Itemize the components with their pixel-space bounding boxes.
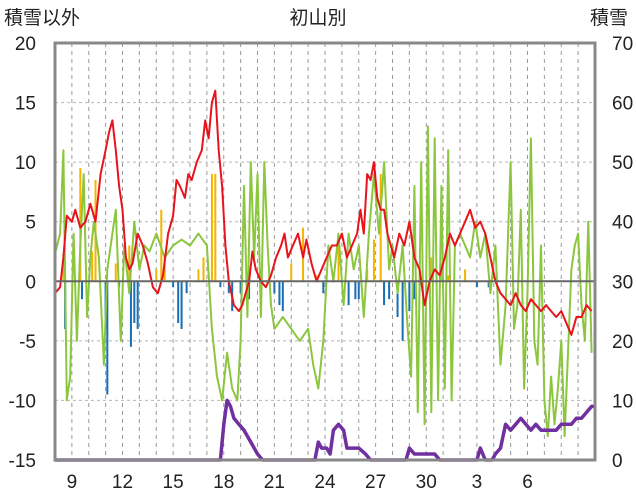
bar (177, 281, 180, 323)
bar (128, 245, 131, 282)
x-tick: 21 (264, 472, 285, 493)
bar (401, 281, 404, 341)
y-tick-left: 5 (25, 213, 36, 234)
series-line-green (54, 125, 593, 438)
x-tick: 24 (314, 472, 336, 493)
x-tick: 15 (163, 472, 184, 493)
x-tick: 30 (416, 472, 437, 493)
bar (214, 174, 217, 282)
bar (114, 263, 117, 282)
bar (219, 281, 222, 288)
bar (464, 269, 467, 282)
y-tick-left: 10 (15, 153, 36, 174)
y-tick-right: 20 (612, 332, 633, 353)
bar (172, 281, 175, 288)
y-tick-left: 15 (15, 94, 36, 115)
y-tick-left: -15 (9, 451, 36, 472)
bar (379, 174, 382, 282)
bar (354, 281, 357, 300)
grid (54, 42, 596, 461)
bar (197, 269, 200, 282)
bar (290, 263, 293, 282)
bar (248, 281, 251, 300)
y-tick-right: 60 (612, 94, 633, 115)
bar (91, 251, 94, 282)
bar (372, 239, 375, 282)
right-axis-title: 積雪 (590, 7, 628, 29)
bar (180, 281, 183, 329)
x-tick: 9 (67, 472, 78, 493)
plot-frame (53, 41, 597, 462)
chart-title: 初山別 (289, 7, 346, 29)
bar (155, 269, 158, 282)
y-tick-right: 40 (612, 213, 633, 234)
right-axis-ticks: 70 60 50 40 30 20 10 0 (612, 34, 633, 472)
bar (62, 253, 65, 282)
bar (278, 281, 281, 306)
bar (413, 281, 416, 300)
x-axis-ticks: 9 12 15 18 21 24 27 30 3 6 (67, 472, 533, 493)
y-tick-left: -10 (9, 391, 36, 412)
series-line-snow_depth (55, 398, 595, 462)
bar (227, 281, 230, 294)
bar (136, 281, 139, 329)
x-tick: 6 (522, 472, 533, 493)
bar (239, 281, 242, 294)
bar (133, 281, 136, 323)
bar (475, 281, 478, 288)
x-tick: 18 (213, 472, 234, 493)
x-tick: 3 (472, 472, 483, 493)
x-tick: 27 (365, 472, 386, 493)
left-axis-ticks: 20 15 10 5 0 -5 -10 -15 (9, 34, 36, 472)
y-tick-right: 30 (612, 272, 633, 293)
bar (430, 257, 433, 282)
bar (106, 281, 109, 395)
bar (185, 281, 188, 294)
left-axis-title: 積雪以外 (4, 7, 80, 29)
bar (273, 281, 276, 294)
y-tick-right: 10 (612, 391, 633, 412)
x-tick: 12 (112, 472, 133, 493)
bar (347, 281, 350, 306)
y-tick-left: 20 (15, 34, 36, 55)
bar (383, 281, 386, 306)
bar (357, 281, 360, 300)
y-tick-left: -5 (19, 332, 36, 353)
line-series (54, 89, 595, 462)
bar (396, 281, 399, 318)
bar (322, 281, 325, 294)
y-tick-right: 0 (612, 451, 623, 472)
y-tick-right: 50 (612, 153, 633, 174)
bar (281, 281, 284, 312)
bar (388, 281, 391, 300)
bar (80, 281, 84, 300)
bar (447, 275, 450, 282)
y-tick-right: 70 (612, 34, 633, 55)
frame-rect (53, 41, 597, 462)
bar (408, 281, 411, 312)
bar (202, 257, 205, 282)
bar (129, 281, 132, 347)
y-tick-left: 0 (25, 272, 36, 293)
series-line-red (54, 89, 593, 336)
bar (210, 174, 213, 282)
bar (337, 239, 340, 282)
